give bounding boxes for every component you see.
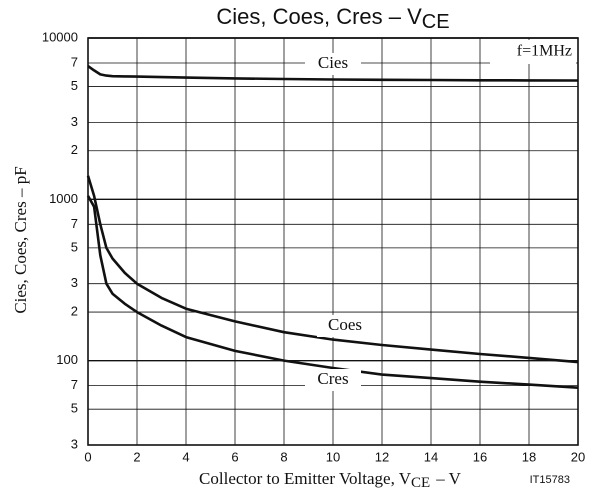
series-line — [87, 65, 579, 82]
y-tick-label: 5 — [71, 78, 78, 93]
x-axis-label: Collector to Emitter Voltage, VCE – V — [199, 469, 462, 492]
x-tick-label: 14 — [424, 449, 438, 464]
y-tick-label: 3 — [71, 114, 78, 129]
x-tick-label: 16 — [473, 449, 487, 464]
x-tick-label: 6 — [231, 449, 238, 464]
y-tick-label: 100 — [56, 352, 78, 367]
figure-id: IT15783 — [530, 474, 570, 486]
title-sub: CE — [422, 11, 450, 33]
x-tick-label: 18 — [522, 449, 536, 464]
series-line — [86, 195, 579, 389]
chart-title: Cies, Coes, Cres – VCE — [216, 4, 449, 33]
series-label: Coes — [328, 315, 362, 334]
x-tick-label: 2 — [133, 449, 140, 464]
y-tick-label: 10000 — [42, 29, 78, 44]
xlabel-unit: – V — [435, 469, 461, 488]
annotation-bg — [490, 40, 576, 64]
series-label: Cres — [317, 369, 348, 388]
y-tick-label: 7 — [71, 54, 78, 69]
series-line — [86, 175, 579, 364]
series-label: Cies — [318, 53, 348, 72]
y-tick-label: 2 — [71, 142, 78, 157]
annotation: f=1MHz — [517, 43, 572, 60]
xlabel-sub: CE — [411, 475, 430, 491]
y-tick-label: 7 — [71, 377, 78, 392]
y-tick-label: 2 — [71, 304, 78, 319]
x-tick-label: 4 — [182, 449, 189, 464]
y-tick-label: 5 — [71, 401, 78, 416]
label-bg — [305, 369, 361, 391]
title-text: Cies, Coes, Cres – V — [216, 4, 422, 29]
y-axis-label: Cies, Coes, Cres – pF — [11, 166, 30, 313]
y-tick-label: 3 — [71, 275, 78, 290]
y-tick-label: 1000 — [49, 191, 78, 206]
x-tick-label: 0 — [84, 449, 91, 464]
x-tick-label: 8 — [280, 449, 287, 464]
y-tick-label: 5 — [71, 239, 78, 254]
y-tick-label: 7 — [71, 216, 78, 231]
x-tick-label: 20 — [571, 449, 585, 464]
label-bg — [317, 315, 373, 337]
x-tick-label: 12 — [375, 449, 389, 464]
plot-frame — [87, 37, 579, 446]
xlabel-text: Collector to Emitter Voltage, V — [199, 469, 412, 488]
y-tick-label: 3 — [71, 436, 78, 451]
x-tick-label: 10 — [326, 449, 340, 464]
label-bg — [305, 53, 361, 75]
